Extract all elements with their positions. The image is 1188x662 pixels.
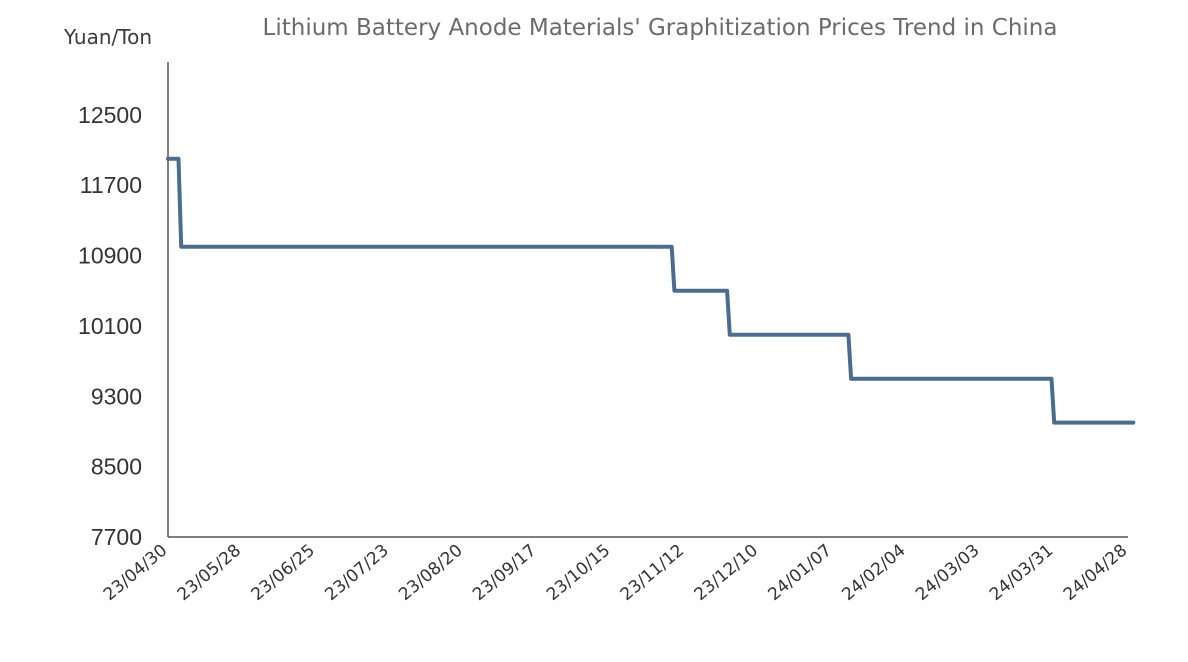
x-tick-label: 24/03/31 — [986, 541, 1057, 605]
y-axis-label: Yuan/Ton — [63, 25, 152, 49]
x-tick-label: 24/02/04 — [838, 541, 909, 605]
y-tick-label: 10100 — [78, 313, 142, 339]
x-tick-label: 23/11/12 — [617, 541, 688, 605]
y-tick-label: 10900 — [78, 243, 142, 269]
y-tick-label: 7700 — [91, 524, 142, 550]
y-tick-labels: 7700 8500 9300 10100 10900 11700 12500 — [78, 102, 142, 550]
y-tick-label: 12500 — [78, 102, 142, 128]
x-tick-label: 24/03/03 — [912, 541, 983, 605]
y-tick-label: 11700 — [80, 172, 142, 198]
x-tick-label: 23/05/28 — [174, 541, 245, 605]
y-tick-label: 9300 — [91, 383, 142, 409]
x-tick-label: 24/04/28 — [1060, 541, 1131, 605]
series-layer — [166, 156, 1136, 425]
y-tick-label: 8500 — [91, 454, 142, 480]
x-tick-labels: 23/04/30 23/05/28 23/06/25 23/07/23 23/08/20… — [100, 541, 1131, 605]
price-series-line — [166, 156, 1136, 425]
x-tick-label: 23/04/30 — [100, 541, 171, 605]
x-tick-label: 23/09/17 — [469, 541, 540, 605]
x-tick-label: 23/07/23 — [321, 541, 392, 605]
x-tick-label: 23/10/15 — [543, 541, 614, 605]
x-tick-label: 23/08/20 — [395, 541, 466, 605]
x-tick-label: 24/01/07 — [764, 541, 835, 605]
chart-title: Lithium Battery Anode Materials' Graphit… — [263, 15, 1058, 41]
x-tick-label: 23/12/10 — [691, 541, 762, 605]
x-tick-label: 23/06/25 — [248, 541, 319, 605]
